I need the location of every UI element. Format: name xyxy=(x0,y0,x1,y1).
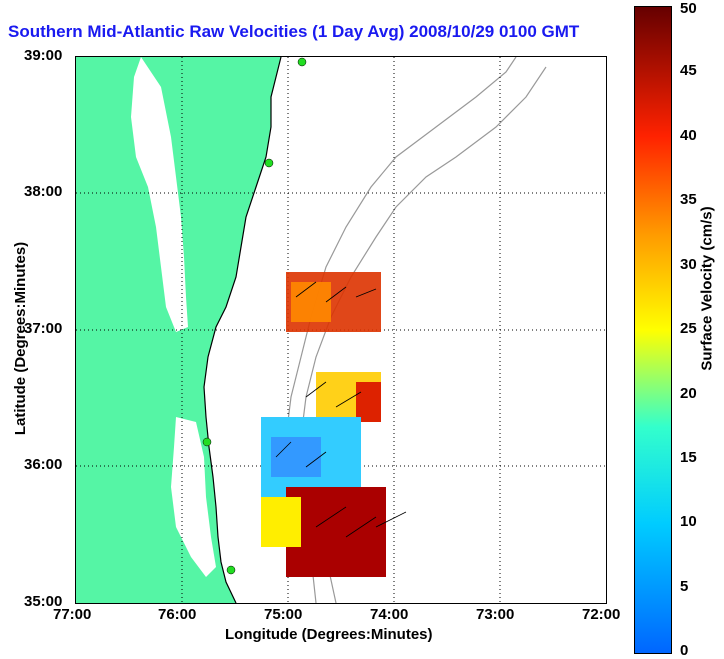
y-tick-label: 39:00 xyxy=(24,47,63,64)
coastline xyxy=(203,57,282,603)
colorbar-tick-label: 0 xyxy=(680,642,689,659)
y-tick-label: 36:00 xyxy=(24,456,63,473)
x-axis-title: Longitude (Degrees:Minutes) xyxy=(225,626,433,643)
colorbar-tick-label: 35 xyxy=(680,191,697,208)
chesapeake-bay xyxy=(131,57,188,332)
x-tick-label: 73:00 xyxy=(476,606,515,623)
x-tick-label: 77:00 xyxy=(53,606,92,623)
map-title: Southern Mid-Atlantic Raw Velocities (1 … xyxy=(8,22,580,41)
y-axis-title: Latitude (Degrees:Minutes) xyxy=(12,241,30,436)
x-tick-label: 76:00 xyxy=(158,606,197,623)
y-tick-label: 35:00 xyxy=(24,593,63,610)
colorbar-tick-label: 30 xyxy=(680,256,697,273)
colorbar-tick-label: 25 xyxy=(680,320,697,337)
y-tick-label: 37:00 xyxy=(24,320,63,337)
x-tick-label: 74:00 xyxy=(370,606,409,623)
colorbar-tick-label: 20 xyxy=(680,385,697,402)
colorbar-title: Surface Velocity (cm/s) xyxy=(698,206,716,371)
velocity-vectors xyxy=(275,281,407,538)
map-plot-area xyxy=(75,56,607,604)
colorbar xyxy=(634,6,672,654)
velocity-field xyxy=(261,272,386,577)
x-tick-label: 72:00 xyxy=(582,606,621,623)
colorbar-tick-label: 50 xyxy=(680,0,697,17)
hf-radar-stations xyxy=(202,57,307,575)
colorbar-tick-label: 5 xyxy=(680,578,689,595)
colorbar-tick-label: 40 xyxy=(680,127,697,144)
colorbar-tick-label: 15 xyxy=(680,449,697,466)
colorbar-tick-label: 10 xyxy=(680,513,697,530)
colorbar-tick-label: 45 xyxy=(680,62,697,79)
x-tick-label: 75:00 xyxy=(264,606,303,623)
y-tick-label: 38:00 xyxy=(24,183,63,200)
map-canvas xyxy=(76,57,606,603)
